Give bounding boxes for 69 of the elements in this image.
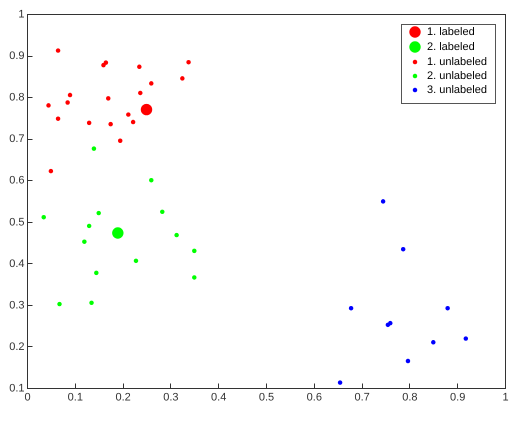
point <box>104 60 108 65</box>
point <box>464 336 468 341</box>
point <box>400 246 406 252</box>
point <box>186 60 191 64</box>
legend-label: 1. labeled <box>427 26 475 38</box>
point <box>174 232 179 238</box>
y-tick-label: 0.1 <box>9 382 24 394</box>
point <box>445 306 450 310</box>
point <box>86 224 92 228</box>
point <box>96 210 101 216</box>
x-tick-label: 0.1 <box>68 392 83 404</box>
y-tick-label: 0.5 <box>9 216 24 228</box>
legend-label: 3. unlabeled <box>427 84 487 96</box>
point <box>137 64 142 70</box>
x-tick-label: 0.9 <box>450 392 466 404</box>
y-tick-label: 1 <box>18 8 24 20</box>
y-tick-label: 0.3 <box>9 299 24 312</box>
point <box>388 320 393 326</box>
legend-label: 2. labeled <box>427 41 475 53</box>
point <box>126 112 131 117</box>
point <box>56 48 60 53</box>
point <box>140 104 152 116</box>
point <box>92 146 96 151</box>
point <box>57 302 62 306</box>
point <box>431 340 436 345</box>
x-tick-label: 1 <box>502 392 509 404</box>
point <box>68 92 72 98</box>
y-tick-label: 0.9 <box>9 50 24 62</box>
x-tick-label: 0.3 <box>163 392 179 404</box>
point <box>130 120 136 124</box>
point <box>160 210 165 214</box>
point <box>86 120 92 126</box>
x-tick-label: 0.5 <box>258 392 274 404</box>
y-tick-label: 0.7 <box>9 133 24 146</box>
point <box>82 239 87 244</box>
point <box>338 380 342 385</box>
point <box>106 96 110 101</box>
point <box>149 81 154 86</box>
x-tick-label: 0.6 <box>306 392 322 404</box>
point <box>180 76 185 81</box>
point <box>41 214 46 220</box>
x-tick-label: 0.2 <box>115 392 131 404</box>
point <box>94 270 99 276</box>
y-tick-label: 0.4 <box>9 258 24 270</box>
point <box>112 227 124 239</box>
legend-label: 2. unlabeled <box>427 70 487 82</box>
x-tick-label: 0.7 <box>354 392 370 404</box>
x-tick-label: 0.4 <box>211 392 226 404</box>
point <box>138 90 143 96</box>
point <box>192 275 197 280</box>
point <box>56 116 60 121</box>
point <box>108 122 113 126</box>
point <box>149 178 154 182</box>
point <box>192 248 197 254</box>
point <box>134 258 138 264</box>
y-tick-label: 0.8 <box>9 92 24 104</box>
point <box>406 358 410 364</box>
y-tick-label: 0.2 <box>9 340 24 353</box>
point <box>65 100 70 105</box>
x-tick-label: 0 <box>24 392 31 404</box>
x-tick-label: 0.8 <box>402 392 418 404</box>
point <box>89 300 94 306</box>
legend-label: 1. unlabeled <box>427 56 487 68</box>
point <box>48 168 54 174</box>
y-tick-label: 0.6 <box>9 174 24 187</box>
point <box>118 138 122 143</box>
point <box>380 199 386 204</box>
point <box>46 103 51 108</box>
point <box>348 306 354 310</box>
